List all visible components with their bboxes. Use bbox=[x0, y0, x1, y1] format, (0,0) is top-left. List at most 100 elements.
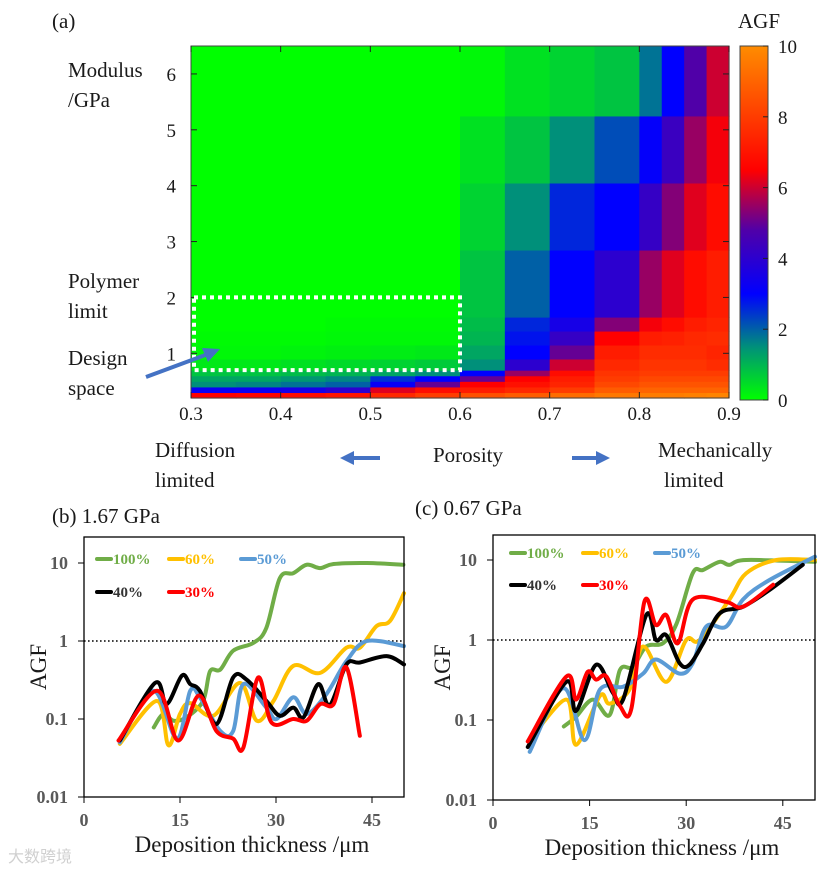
heatmap-cell bbox=[639, 358, 663, 371]
heatmap-cell bbox=[370, 344, 416, 360]
heatmap-cell bbox=[706, 375, 730, 382]
series-line-50pct bbox=[527, 554, 817, 754]
heatmap-cell bbox=[191, 358, 237, 371]
heatmap-cell bbox=[706, 115, 730, 184]
heatmap-cell bbox=[415, 115, 461, 184]
heatmap-cell bbox=[235, 381, 282, 388]
heatmap-cell bbox=[415, 381, 461, 388]
heatmap-cell bbox=[460, 316, 506, 332]
colorbar-tick-label: 4 bbox=[778, 249, 788, 270]
heatmap-axes: 0.3 0.4 0.5 0.6 0.7 0.8 0.9 1 2 3 4 5 6 bbox=[167, 45, 741, 425]
heatmap-cell bbox=[639, 375, 663, 382]
heatmap-cell bbox=[639, 330, 663, 346]
heatmap-cell bbox=[684, 375, 708, 382]
heatmap-cell bbox=[594, 344, 640, 360]
heatmap-cell bbox=[370, 249, 416, 318]
heatmap-cell bbox=[504, 392, 551, 399]
heatmap-cell bbox=[684, 249, 708, 318]
y-tick-label: 10 bbox=[50, 553, 68, 573]
heatmap-cell bbox=[460, 46, 506, 117]
x-tick-label: 0.3 bbox=[179, 404, 203, 425]
arrow-left-icon bbox=[340, 451, 380, 465]
y-tick-label: 5 bbox=[167, 121, 177, 142]
heatmap-cell bbox=[325, 381, 371, 388]
colorbar-tick-label: 8 bbox=[778, 108, 788, 129]
legend-label: 50% bbox=[671, 546, 701, 562]
heatmap-cell bbox=[684, 392, 708, 399]
heatmap-cell bbox=[460, 344, 506, 360]
heatmap-cell bbox=[370, 316, 416, 332]
series-line-60pct bbox=[527, 557, 817, 747]
heatmap-cell bbox=[235, 392, 282, 399]
heatmap-cell bbox=[661, 46, 685, 117]
heatmap-cell bbox=[549, 182, 596, 251]
heatmap-cell bbox=[639, 316, 663, 332]
heatmap-cell bbox=[684, 330, 708, 346]
heatmap-cell bbox=[661, 392, 685, 399]
heatmap-cell bbox=[325, 344, 371, 360]
heatmap-cell bbox=[594, 386, 640, 394]
arrow-right-icon bbox=[572, 451, 610, 465]
heatmap-cell bbox=[639, 182, 663, 251]
heatmap-cell bbox=[280, 115, 327, 184]
heatmap-cell bbox=[504, 46, 551, 117]
heatmap-cell bbox=[370, 115, 416, 184]
x-tick-label: 0.5 bbox=[358, 404, 382, 425]
heatmap-cell bbox=[415, 316, 461, 332]
heatmap-cell bbox=[661, 358, 685, 371]
x-tick-label: 30 bbox=[267, 810, 285, 830]
heatmap-cell bbox=[280, 330, 327, 346]
heatmap-cell bbox=[235, 358, 282, 371]
heatmap-cell bbox=[460, 381, 506, 388]
polymer-limit-line1: Polymer bbox=[68, 269, 139, 293]
heatmap-cell bbox=[191, 381, 237, 388]
heatmap-cell bbox=[415, 182, 461, 251]
x-tick-label: 0 bbox=[489, 813, 498, 833]
heatmap-cell bbox=[235, 375, 282, 382]
heatmap-cell bbox=[191, 386, 237, 394]
heatmap-cell bbox=[639, 386, 663, 394]
heatmap-cell bbox=[460, 330, 506, 346]
heatmap-cell bbox=[639, 115, 663, 184]
x-tick-label: 0.8 bbox=[627, 404, 651, 425]
heatmap-cell bbox=[639, 370, 663, 377]
heatmap-cell bbox=[594, 375, 640, 382]
x-axis-title: Porosity bbox=[433, 443, 504, 467]
heatmap-cell bbox=[684, 46, 708, 117]
heatmap-cell bbox=[594, 115, 640, 184]
heatmap-cell bbox=[280, 182, 327, 251]
heatmap-cell bbox=[460, 358, 506, 371]
heatmap-cell bbox=[415, 46, 461, 117]
heatmap-cell bbox=[684, 381, 708, 388]
colorbar-tick-label: 6 bbox=[778, 179, 788, 200]
y-tick-label: 0.1 bbox=[46, 709, 69, 729]
heatmap-cell bbox=[460, 182, 506, 251]
heatmap-cell bbox=[661, 249, 685, 318]
heatmap-cell bbox=[594, 316, 640, 332]
series-line-50pct bbox=[117, 638, 406, 745]
heatmap-cell bbox=[661, 330, 685, 346]
heatmap-cell bbox=[235, 370, 282, 377]
heatmap-cell bbox=[235, 316, 282, 332]
heatmap-cell bbox=[639, 381, 663, 388]
heatmap-cell bbox=[325, 249, 371, 318]
heatmap-cell bbox=[191, 46, 237, 117]
heatmap-cell bbox=[280, 386, 327, 394]
heatmap-cell bbox=[639, 46, 663, 117]
heatmap-cell bbox=[549, 381, 596, 388]
legend-label: 100% bbox=[113, 552, 151, 568]
legend-label: 100% bbox=[527, 546, 565, 562]
heatmap-cell bbox=[235, 182, 282, 251]
design-space-box bbox=[192, 295, 462, 373]
heatmap-cell bbox=[549, 249, 596, 318]
heatmap-cell bbox=[639, 249, 663, 318]
heatmap-cell bbox=[504, 316, 551, 332]
plot-frame bbox=[83, 536, 405, 798]
mechanically-limited-line2: limited bbox=[664, 468, 724, 492]
heatmap-cell bbox=[706, 358, 730, 371]
series-line-60pct bbox=[117, 591, 406, 748]
heatmap-cell bbox=[325, 330, 371, 346]
panel-c-title: (c) 0.67 GPa bbox=[415, 496, 522, 520]
design-space-line2: space bbox=[68, 376, 115, 400]
x-tick-label: 15 bbox=[581, 813, 599, 833]
